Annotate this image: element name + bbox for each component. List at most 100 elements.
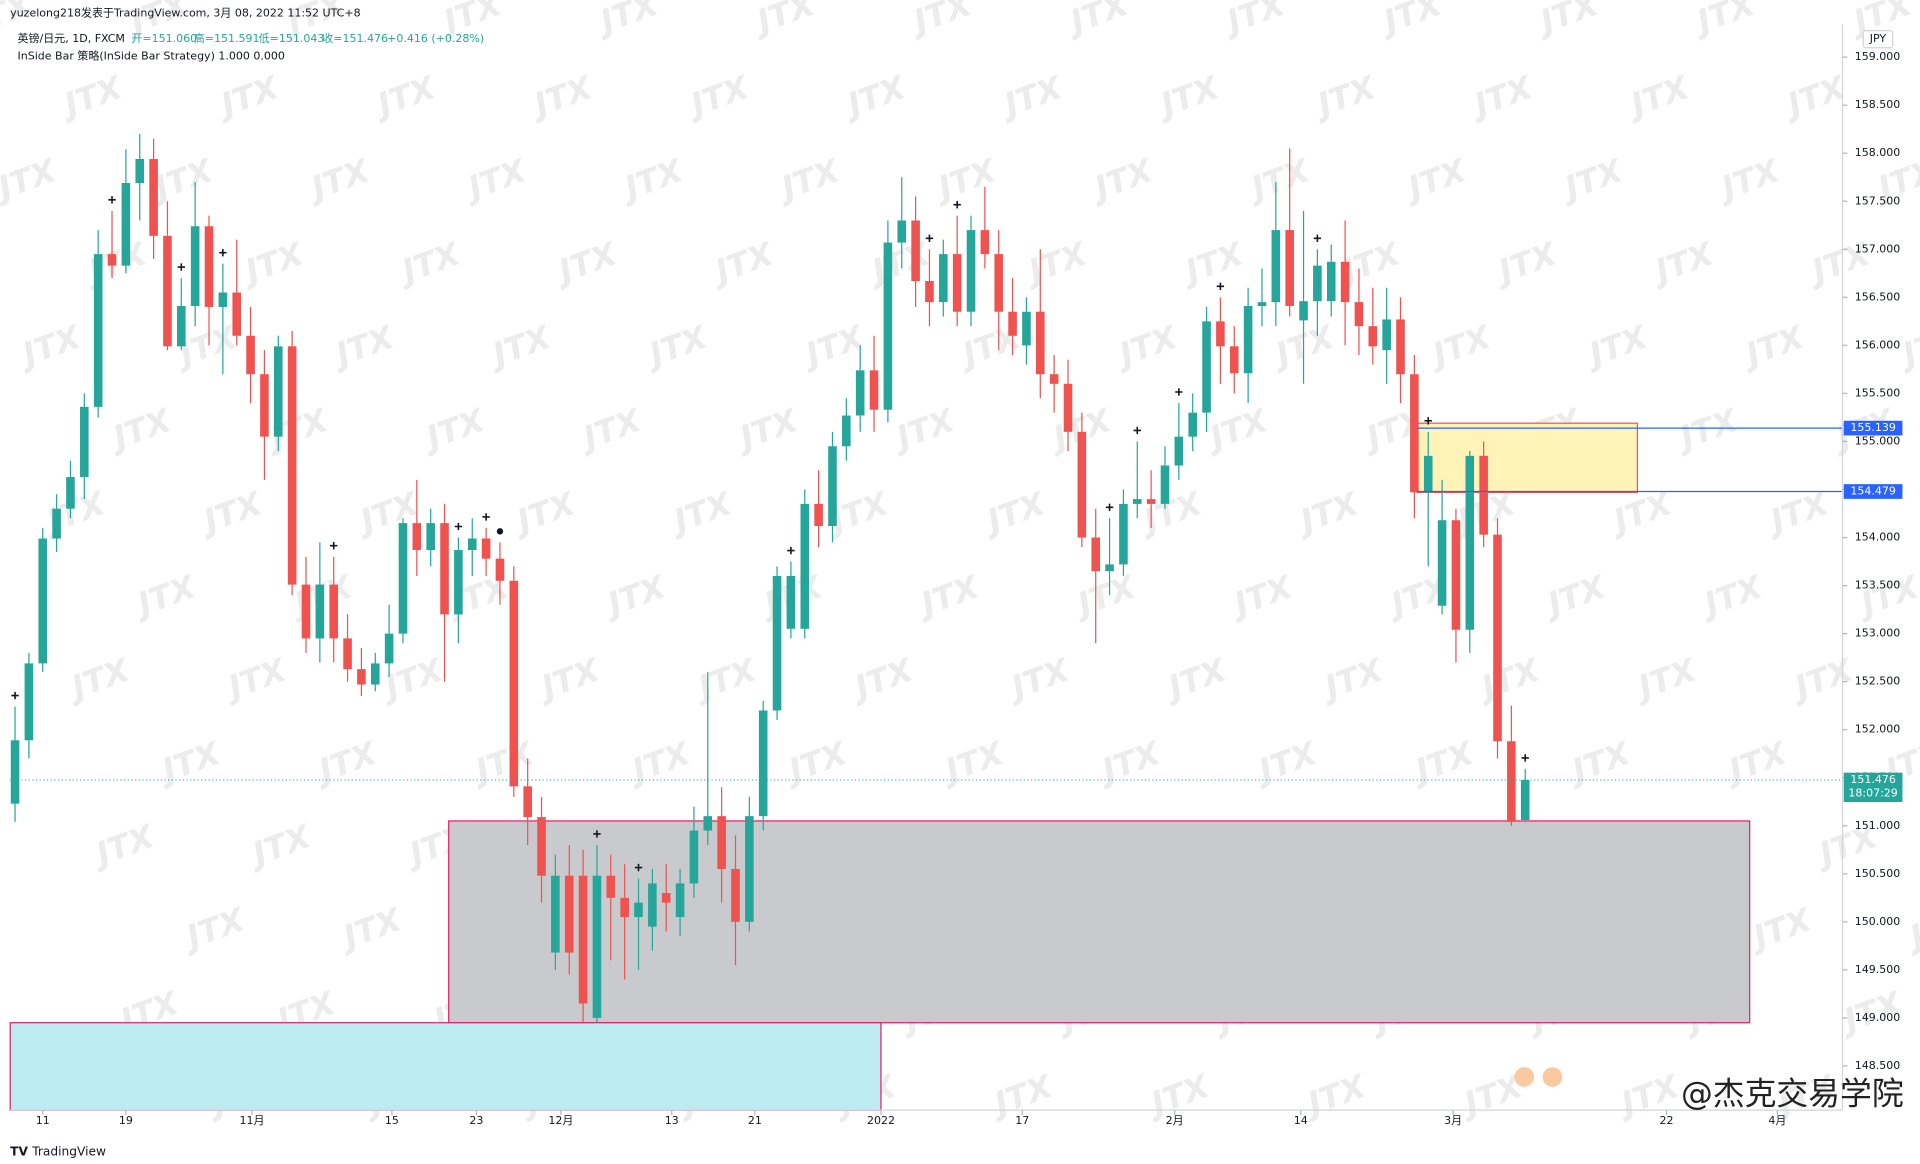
y-tick-label: 151.000: [1855, 819, 1901, 832]
candle-body: [814, 503, 823, 526]
candle-body: [620, 897, 629, 918]
candle-body: [24, 663, 34, 741]
legend-close: 收=151.476: [322, 31, 388, 45]
legend-low: 低=151.043: [259, 32, 325, 45]
candle-body: [273, 346, 283, 437]
author: yuzelong218发表于TradingView.com, 3月 08, 20…: [10, 5, 360, 19]
candle-body: [1313, 265, 1322, 302]
x-tick-label: 11: [36, 1114, 50, 1127]
candle-body: [1036, 311, 1045, 375]
candle-body: [828, 446, 837, 526]
candle-body: [1285, 230, 1294, 306]
candle-body: [1520, 780, 1530, 820]
countdown: 18:07:29: [1848, 786, 1897, 799]
credit: @杰克交易学院: [1681, 1074, 1904, 1112]
candle-body: [1299, 301, 1308, 321]
candle-body: [467, 538, 477, 551]
y-tick-label: 154.000: [1855, 531, 1901, 544]
inside-bar-marker: [454, 522, 463, 531]
candle-body: [412, 523, 422, 551]
x-tick-label: 2022: [867, 1114, 895, 1127]
candle-body: [163, 235, 172, 347]
candle-body: [135, 158, 145, 184]
zone: [1416, 422, 1639, 493]
candle-body: [1326, 261, 1336, 302]
x-tick-label: 13: [665, 1114, 679, 1127]
candle-body: [966, 230, 976, 312]
legend-high: 高=151.591: [194, 31, 260, 45]
candle-body: [1174, 436, 1184, 466]
x-tick-label: 11月: [239, 1114, 264, 1127]
y-tick-label: 155.500: [1855, 386, 1901, 399]
y-tick-label: 157.000: [1855, 242, 1901, 255]
candle-body: [1368, 326, 1378, 347]
x-tick-label: 17: [1015, 1114, 1029, 1127]
y-tick-label: 158.500: [1855, 98, 1901, 111]
candle-body: [1160, 465, 1170, 504]
candle-body: [731, 868, 740, 922]
price-label: 155.139: [1850, 421, 1896, 434]
candle-body: [107, 254, 117, 266]
candle-body: [675, 883, 685, 918]
candle-body: [800, 503, 810, 629]
y-tick-label: 150.500: [1855, 867, 1901, 880]
candle-body: [939, 254, 948, 303]
inside-bar-marker: [330, 542, 338, 550]
candle-body: [1507, 741, 1516, 822]
x-tick-label: 4月: [1768, 1114, 1786, 1127]
candle-body: [329, 584, 338, 639]
candle-body: [1216, 321, 1225, 347]
y-tick-label: 153.500: [1855, 579, 1901, 592]
candle-body: [1396, 319, 1405, 375]
candle-body: [772, 575, 782, 711]
candle-body: [38, 538, 48, 664]
candle-body: [1008, 311, 1017, 336]
candle-body: [537, 817, 546, 876]
y-tick-label: 159.000: [1855, 50, 1901, 63]
plot-area: [9, 134, 1843, 1111]
candle-body: [1257, 302, 1267, 306]
inside-bar-marker: [953, 200, 961, 209]
candle-body: [578, 875, 588, 1004]
candle-body: [1340, 261, 1350, 303]
last-price-box: [1843, 772, 1903, 803]
candle-body: [1229, 346, 1239, 374]
x-tick-label: 14: [1294, 1114, 1308, 1127]
inside-bar-marker: [11, 691, 19, 700]
inside-bar-marker: [1313, 234, 1322, 242]
candle-body: [509, 580, 519, 787]
candle-body: [1465, 455, 1475, 630]
y-tick-label: 152.500: [1855, 675, 1901, 688]
candle-body: [758, 710, 768, 817]
y-tick-label: 152.000: [1855, 723, 1901, 736]
x-tick-label: 23: [469, 1114, 483, 1127]
inside-bar-marker: [1133, 426, 1141, 435]
y-tick-label: 150.000: [1855, 915, 1901, 928]
inside-bar-marker: [925, 234, 934, 242]
candle-body: [952, 254, 962, 312]
y-tick-label: 158.000: [1855, 146, 1901, 159]
candle-body: [1202, 321, 1211, 413]
candle-body: [1354, 302, 1364, 327]
y-tick-label: 153.000: [1855, 627, 1901, 640]
candle-body: [204, 226, 214, 307]
footer: TradingView: [31, 1144, 106, 1158]
candle-body: [1243, 305, 1253, 374]
credit-icon: [1514, 1067, 1535, 1087]
inside-bar-marker: [1105, 503, 1114, 511]
inside-bar-marker: [1175, 388, 1183, 396]
candle-body: [1451, 520, 1461, 630]
strategy: InSide Bar 策略(InSide Bar Strategy) 1.000…: [18, 48, 285, 62]
candle-body: [440, 523, 449, 615]
candle-body: [592, 875, 602, 1018]
y-tick-label: 155.000: [1855, 434, 1901, 447]
candle-body: [260, 374, 269, 437]
candle-body: [301, 584, 311, 639]
candle-body: [80, 406, 89, 478]
candle-body: [370, 663, 380, 685]
candle-body: [1479, 455, 1488, 535]
candle-body: [426, 523, 435, 551]
candle-body: [246, 335, 255, 375]
